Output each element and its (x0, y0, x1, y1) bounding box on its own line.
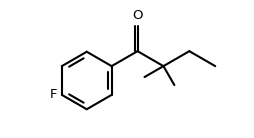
Text: O: O (132, 9, 143, 22)
Text: F: F (50, 88, 58, 101)
